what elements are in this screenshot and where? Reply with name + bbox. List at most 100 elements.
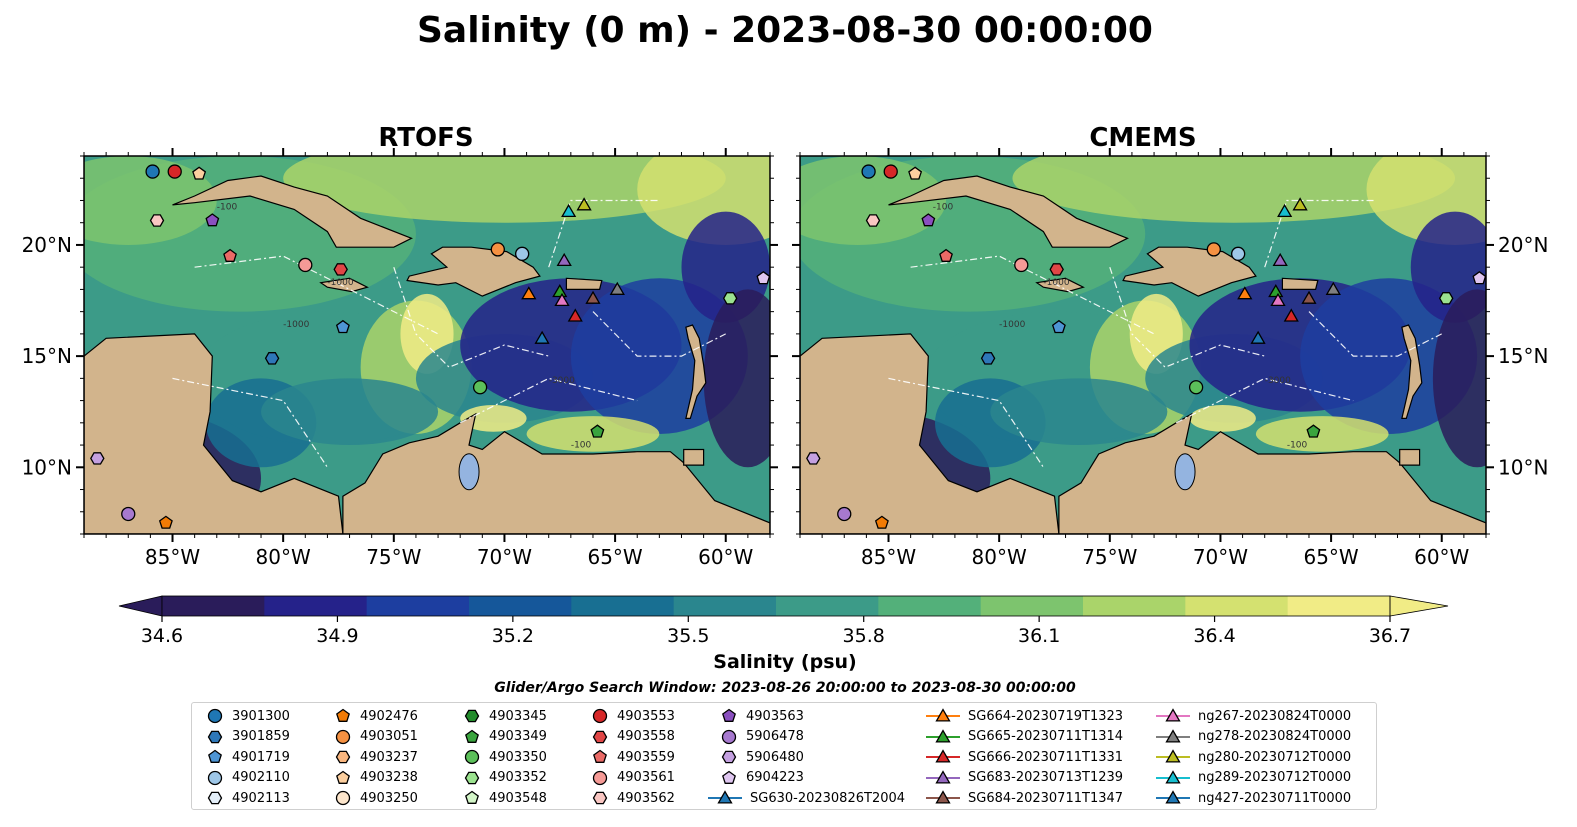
svg-text:-1000: -1000 <box>1043 278 1069 288</box>
platform-marker <box>1014 257 1029 273</box>
pentagon-marker-icon <box>336 770 350 784</box>
legend-marker <box>722 708 736 722</box>
y-tick-label: 15°N <box>1498 344 1548 368</box>
legend-item: 4903345 <box>463 706 547 726</box>
legend-item: 3901859 <box>206 727 290 747</box>
platform-marker <box>1250 330 1266 344</box>
platform-marker <box>921 213 936 227</box>
legend-marker <box>464 749 480 765</box>
legend-marker <box>336 770 350 784</box>
hexagon-marker-icon <box>464 771 480 784</box>
legend-marker <box>336 708 350 722</box>
x-tick-label: 60°W <box>1414 545 1469 569</box>
platform-marker <box>980 352 996 365</box>
circle-marker-icon <box>207 770 223 785</box>
legend-item: SG683-20230713T1239 <box>926 768 1123 788</box>
x-tick-label: 60°W <box>698 545 753 569</box>
platform-marker <box>883 164 898 179</box>
platform-marker <box>149 214 165 227</box>
legend-marker <box>717 790 733 804</box>
triangle-marker-icon <box>1156 708 1190 722</box>
legend-item: 4903563 <box>720 706 804 726</box>
platform-marker <box>298 257 313 273</box>
legend-marker <box>465 790 479 804</box>
legend-marker <box>465 729 479 743</box>
platform-marker <box>722 292 738 305</box>
legend-marker <box>935 749 951 763</box>
legend-marker <box>464 771 480 784</box>
legend-label: 4903349 <box>489 729 547 744</box>
platform-marker <box>1049 263 1064 276</box>
legend-label: 4902476 <box>360 708 418 724</box>
platform-marker <box>515 246 530 261</box>
hexagon-marker-icon <box>592 730 608 743</box>
panel-title-rtofs: RTOFS <box>378 123 473 153</box>
platform-marker <box>121 506 136 522</box>
platform-marker <box>908 166 923 180</box>
pentagon-marker-icon <box>722 708 736 722</box>
legend-item: ng289-20230712T0000 <box>1156 768 1351 788</box>
circle-marker-icon <box>592 770 608 785</box>
legend-label: ng427-20230711T0000 <box>1198 790 1352 806</box>
circle-marker-icon <box>721 729 737 744</box>
axis-ticks-cmems: 85°W 80°W 75°W 70°W 65°W 60°W 10°N 15°N 20°N <box>792 148 1548 569</box>
legend-item: 4902113 <box>206 788 290 808</box>
map-frame-rtofs <box>83 155 771 535</box>
legend-label: 6904223 <box>746 770 804 785</box>
legend-marker <box>207 791 223 805</box>
legend-item: 4903558 <box>591 727 675 747</box>
y-tick-label: 15°N <box>22 344 72 368</box>
legend-item: 4903559 <box>591 747 675 767</box>
legend-item: SG665-20230711T1314 <box>926 727 1123 747</box>
legend-item: 3901300 <box>206 706 290 726</box>
legend-label: SG664-20230719T1323 <box>968 708 1124 724</box>
legend-label: 4903562 <box>617 790 675 806</box>
legend-label: 4903548 <box>489 790 547 806</box>
legend-item: 4903349 <box>463 727 547 747</box>
legend-marker <box>592 730 608 743</box>
platform-marker <box>1438 292 1454 305</box>
colorbar-tick-label: 35.2 <box>492 625 534 647</box>
map-frame-cmems <box>799 155 1487 535</box>
x-tick-label: 75°W <box>366 545 421 569</box>
svg-text:-3000: -3000 <box>549 376 575 386</box>
legend-label: SG666-20230711T1331 <box>968 749 1124 765</box>
pentagon-marker-icon <box>336 708 350 722</box>
axis-ticks-rtofs: 85°W 80°W 75°W 70°W 65°W 60°W 10°N 15°N 20°N <box>22 148 778 569</box>
colorbar-ticks: 34.6 34.9 35.2 35.5 35.8 36.1 36.4 36.7 <box>141 616 1411 647</box>
colorbar-tick-label: 36.7 <box>1369 625 1411 647</box>
legend-marker <box>935 769 951 784</box>
pentagon-marker-icon <box>465 790 479 804</box>
legend-label: SG684-20230711T1347 <box>968 790 1124 806</box>
platform-marker <box>534 330 550 344</box>
legend-item: 4902110 <box>206 768 290 788</box>
platform-marker <box>567 308 583 322</box>
legend-item: 4903352 <box>463 768 547 788</box>
platform-markers-rtofs <box>90 164 771 529</box>
map-panel-rtofs: RTOFS -100 -1000 -1000 -3000 -100 85°W 80°W 75… <box>22 123 778 569</box>
platform-marker <box>1270 292 1286 307</box>
y-tick-label: 20°N <box>1498 233 1548 257</box>
circle-marker-icon <box>335 790 351 806</box>
platform-marker <box>1231 246 1246 261</box>
figure-title: Salinity (0 m) - 2023-08-30 00:00:00 <box>417 10 1153 51</box>
legend-item: 4903350 <box>463 747 547 767</box>
legend-label: 4901719 <box>232 749 290 765</box>
platform-marker <box>1301 290 1317 304</box>
legend-item: ng267-20230824T0000 <box>1156 706 1351 726</box>
triangle-marker-icon <box>926 749 960 763</box>
platform-marker <box>158 515 173 529</box>
platform-marker <box>1272 252 1288 267</box>
platform-marker <box>756 270 771 285</box>
legend-item: SG684-20230711T1347 <box>926 788 1123 808</box>
legend: 3901300 3901859 4901719 4902110 4902113 49024… <box>191 702 1377 810</box>
x-tick-label: 80°W <box>256 545 311 569</box>
circle-marker-icon <box>592 708 608 724</box>
legend-item: 4903238 <box>334 768 418 788</box>
x-tick-label: 70°W <box>1193 545 1248 569</box>
triangle-marker-icon <box>926 769 960 784</box>
legend-label: 4903250 <box>360 790 418 806</box>
svg-text:-100: -100 <box>571 440 592 450</box>
legend-label: 4903345 <box>489 708 547 724</box>
